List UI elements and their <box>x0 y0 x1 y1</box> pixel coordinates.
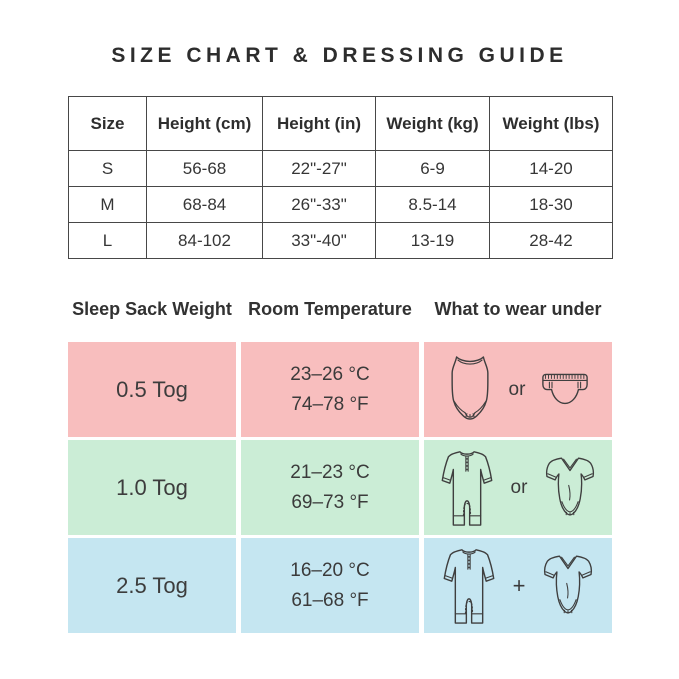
guide-column-header-room-temperature: Room Temperature <box>248 299 412 319</box>
size-table-header-weight-lbs: Weight (lbs) <box>489 96 613 151</box>
garments-cell: or <box>424 440 612 535</box>
tog-label: 2.5 Tog <box>116 572 188 598</box>
diaper-icon <box>542 373 589 404</box>
garment-connector: or <box>510 476 528 498</box>
short-sleeve-bodysuit-icon <box>544 554 593 614</box>
tog-cell: 1.0 Tog <box>68 440 236 535</box>
temperature-celsius: 23–26 °C <box>290 364 370 386</box>
temperature-range: 16–20 °C 61–68 °F <box>290 556 369 615</box>
table-row-l: L 84-102 33"-40" 13-19 28-42 <box>68 222 613 259</box>
table-cell: 26"-33" <box>262 186 376 223</box>
tog-label: 1.0 Tog <box>116 474 188 500</box>
table-cell: M <box>68 186 147 223</box>
table-cell: 8.5-14 <box>375 186 490 223</box>
size-table: Size Height (cm) Height (in) Weight (kg)… <box>68 96 613 259</box>
size-table-header-height-cm: Height (cm) <box>146 96 263 151</box>
footed-romper-icon <box>443 548 494 624</box>
temperature-range: 21–23 °C 69–73 °F <box>290 458 369 517</box>
guide-column-header-sleep-sack-weight: Sleep Sack Weight <box>72 299 232 319</box>
temperature-cell: 23–26 °C 74–78 °F <box>241 342 419 437</box>
table-cell: 56-68 <box>146 150 263 187</box>
table-cell: 13-19 <box>375 222 490 259</box>
table-row-s: S 56-68 22"-27" 6-9 14-20 <box>68 150 613 187</box>
table-cell: 84-102 <box>146 222 263 259</box>
table-cell: 28-42 <box>489 222 613 259</box>
temperature-fahrenheit: 61–68 °F <box>291 589 369 611</box>
table-cell: 33"-40" <box>262 222 376 259</box>
footed-romper-icon <box>441 450 492 526</box>
dressing-guide-grid: 0.5 Tog 23–26 °C 74–78 °F or <box>68 342 612 633</box>
garments-cell: or <box>424 342 612 437</box>
sleeveless-bodysuit-icon <box>450 355 489 420</box>
page-title: SIZE CHART & DRESSING GUIDE <box>111 44 568 67</box>
size-table-header-height-in: Height (in) <box>262 96 376 151</box>
temperature-fahrenheit: 74–78 °F <box>291 393 369 415</box>
table-cell: 68-84 <box>146 186 263 223</box>
garments-cell: + <box>424 538 612 633</box>
guide-header-row: Sleep Sack Weight Room Temperature What … <box>68 299 612 320</box>
table-cell: S <box>68 150 147 187</box>
table-cell: 6-9 <box>375 150 490 187</box>
tog-label: 0.5 Tog <box>116 376 188 402</box>
table-row-m: M 68-84 26"-33" 8.5-14 18-30 <box>68 186 613 223</box>
temperature-cell: 16–20 °C 61–68 °F <box>241 538 419 633</box>
guide-column-header-what-to-wear: What to wear under <box>434 299 602 319</box>
tog-cell: 0.5 Tog <box>68 342 236 437</box>
temperature-cell: 21–23 °C 69–73 °F <box>241 440 419 535</box>
table-cell: 14-20 <box>489 150 613 187</box>
temperature-range: 23–26 °C 74–78 °F <box>290 360 369 419</box>
tog-cell: 2.5 Tog <box>68 538 236 633</box>
size-table-header-size: Size <box>68 96 147 151</box>
temperature-celsius: 16–20 °C <box>290 560 370 582</box>
table-cell: 22"-27" <box>262 150 376 187</box>
garment-connector: or <box>508 378 526 400</box>
garment-connector: + <box>512 572 526 598</box>
table-cell: L <box>68 222 147 259</box>
temperature-fahrenheit: 69–73 °F <box>291 491 369 513</box>
size-table-header-weight-kg: Weight (kg) <box>375 96 490 151</box>
size-table-header-row: Size Height (cm) Height (in) Weight (kg)… <box>68 96 613 151</box>
temperature-celsius: 21–23 °C <box>290 462 370 484</box>
table-cell: 18-30 <box>489 186 613 223</box>
short-sleeve-bodysuit-icon <box>546 456 595 516</box>
